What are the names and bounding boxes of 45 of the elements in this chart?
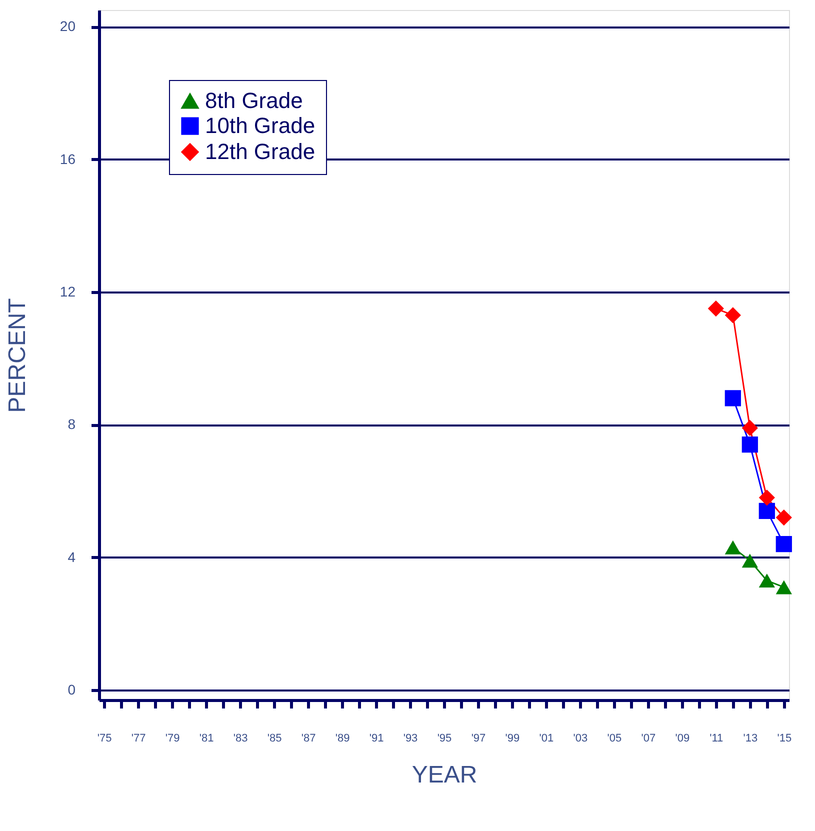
point bbox=[776, 509, 792, 526]
x-tick-label: '89 bbox=[335, 732, 350, 744]
x-tick-label: '15 bbox=[777, 732, 792, 744]
point bbox=[742, 420, 758, 436]
point bbox=[724, 390, 741, 406]
y-tick-label: 12 bbox=[60, 283, 76, 300]
x-tick-label: '09 bbox=[675, 732, 690, 744]
x-tick-label: '85 bbox=[267, 732, 282, 744]
x-tick-label: '77 bbox=[131, 732, 146, 744]
x-tick-label: '01 bbox=[539, 732, 554, 744]
x-tick-label: '83 bbox=[233, 732, 248, 744]
x-axis-title: YEAR bbox=[412, 762, 478, 788]
legend-label: 12th Grade bbox=[205, 139, 316, 164]
point bbox=[758, 490, 775, 506]
x-tick-label: '07 bbox=[641, 732, 656, 744]
x-tick-label: '93 bbox=[403, 732, 418, 744]
point bbox=[758, 574, 775, 588]
x-tick-label: '05 bbox=[607, 732, 622, 744]
x-tick-label: '79 bbox=[165, 732, 180, 744]
point bbox=[708, 300, 724, 317]
point bbox=[776, 580, 792, 594]
x-tick-label: '03 bbox=[573, 732, 588, 744]
legend-label: 8th Grade bbox=[205, 88, 303, 113]
y-tick-label: 8 bbox=[68, 416, 76, 432]
x-tick-label: '81 bbox=[199, 732, 214, 744]
point bbox=[742, 436, 758, 453]
x-tick-label: '99 bbox=[505, 732, 520, 744]
x-tick-label: '97 bbox=[471, 732, 486, 744]
y-tick-label: 4 bbox=[68, 548, 76, 565]
point bbox=[724, 540, 741, 554]
y-tick-label: 20 bbox=[60, 18, 76, 34]
x-tick-label: '91 bbox=[369, 732, 384, 744]
point bbox=[724, 307, 741, 324]
point bbox=[758, 502, 775, 519]
point bbox=[776, 536, 792, 552]
x-tick-label: '75 bbox=[97, 732, 112, 744]
point bbox=[742, 554, 758, 568]
y-tick-label: 16 bbox=[60, 150, 76, 167]
y-tick-label: 0 bbox=[68, 682, 76, 698]
x-tick-label: '11 bbox=[710, 732, 724, 744]
x-tick-label: '13 bbox=[743, 732, 758, 744]
x-tick-label: '95 bbox=[437, 732, 452, 744]
legend-label: 10th Grade bbox=[205, 113, 316, 138]
y-axis-title: PERCENT bbox=[4, 298, 31, 413]
x-tick-label: '87 bbox=[301, 732, 316, 744]
